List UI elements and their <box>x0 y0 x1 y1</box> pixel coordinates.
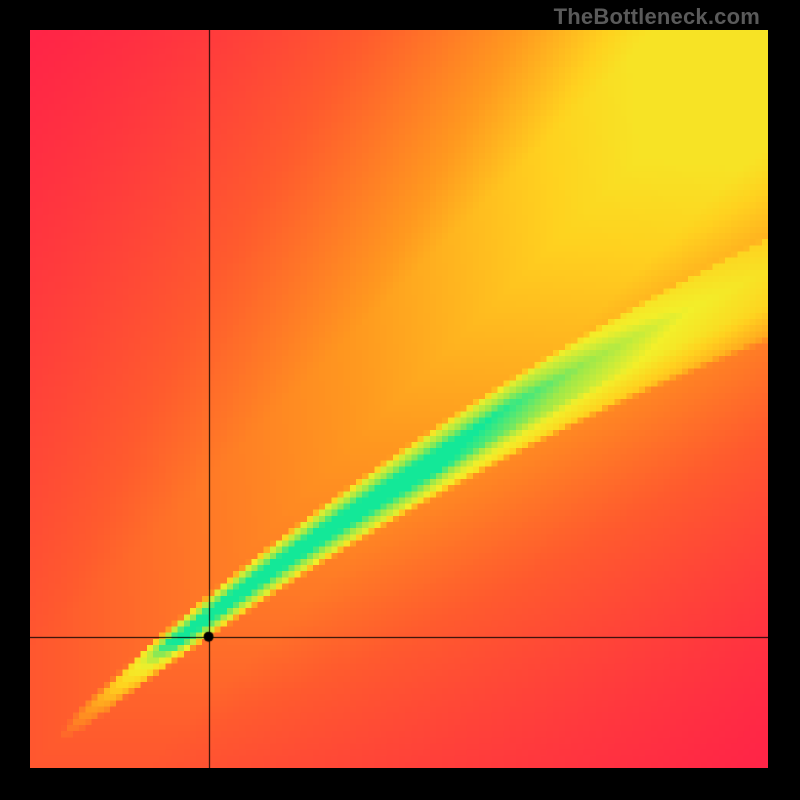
watermark-label: TheBottleneck.com <box>554 4 760 30</box>
crosshair-overlay <box>30 30 768 768</box>
